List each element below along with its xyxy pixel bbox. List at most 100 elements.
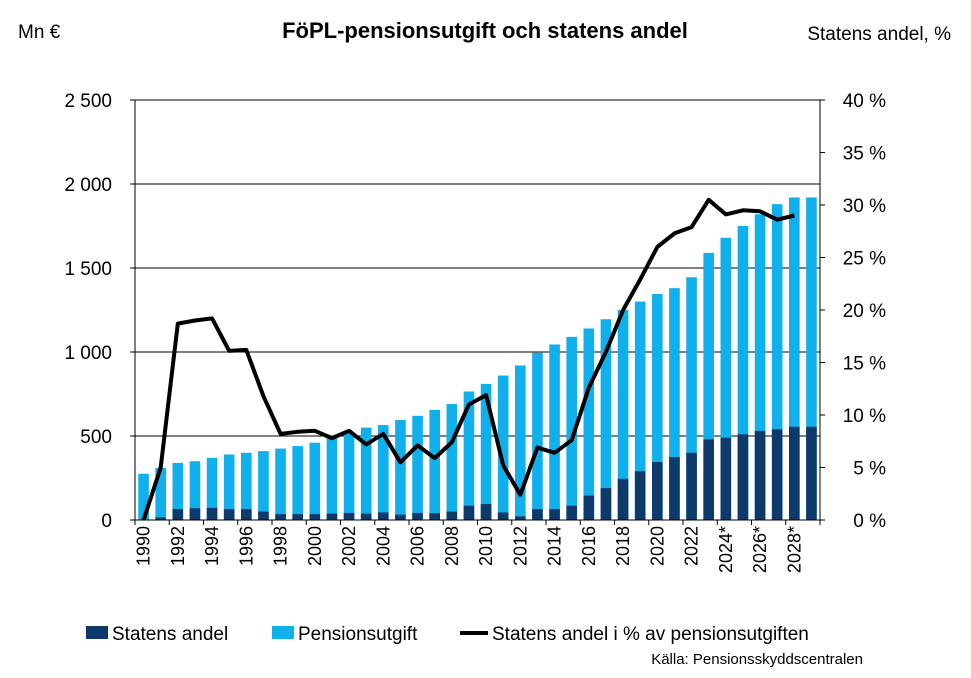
bar-pensionsutgift	[669, 288, 680, 520]
bar-pensionsutgift	[515, 365, 526, 520]
bar-pensionsutgift	[634, 301, 646, 520]
bar-statens-andel	[172, 509, 184, 520]
bar-statens-andel	[634, 471, 646, 520]
x-tick-label: 1990	[134, 526, 154, 566]
bar-pensionsutgift	[566, 336, 577, 520]
left-y-tick-label: 2 000	[64, 175, 112, 196]
x-tick-label: 2024*	[716, 526, 736, 573]
bar-statens-andel	[583, 495, 595, 520]
bar-statens-andel	[806, 426, 817, 520]
bar-pensionsutgift	[172, 462, 184, 520]
bar-statens-andel	[241, 509, 252, 520]
bar-statens-andel	[189, 508, 201, 520]
bar-pensionsutgift	[532, 352, 543, 520]
right-y-tick-label: 25 %	[843, 249, 886, 270]
left-y-tick-label: 2 500	[64, 91, 112, 112]
x-tick-labels: 1990 1992 1994 1996 1998 2000 2002 2004 2006 2008…	[134, 526, 805, 573]
left-y-tick-label: 500	[80, 427, 112, 448]
bar-pensionsutgift	[275, 448, 286, 520]
bar-pensionsutgift	[343, 432, 355, 520]
bar-statens-andel	[258, 511, 269, 520]
share-line	[141, 197, 795, 521]
legend: Statens andel Pensionsutgift Statens and…	[86, 624, 809, 645]
bar-pensionsutgift	[549, 344, 560, 520]
x-tick-label: 2026*	[750, 526, 770, 573]
x-tick-label: 2006	[408, 526, 428, 566]
legend-swatch-statens-andel	[86, 626, 108, 639]
legend-swatch-pensionsutgift	[272, 626, 294, 639]
bar-statens-andel	[600, 488, 612, 520]
bar-pensionsutgift	[223, 454, 235, 520]
bar-pensionsutgift	[292, 446, 303, 520]
bar-pensionsutgift	[754, 214, 766, 521]
x-tick-label: 2022	[682, 526, 702, 566]
x-tick-label: 2016	[579, 526, 599, 566]
legend-label-share-line: Statens andel i % av pensionsutgiften	[492, 624, 809, 645]
bar-statens-andel	[463, 505, 475, 520]
bar-pensionsutgift	[720, 237, 732, 520]
bar-statens-andel	[292, 514, 303, 520]
bar-pensionsutgift	[241, 452, 252, 520]
bar-pensionsutgift	[771, 204, 783, 520]
axes	[130, 99, 825, 525]
x-tick-label: 2010	[476, 526, 496, 566]
bar-statens-andel	[223, 509, 235, 520]
bar-pensionsutgift	[497, 375, 509, 520]
bar-pensionsutgift	[395, 420, 406, 520]
x-tick-label: 2004	[373, 526, 393, 566]
legend-label-statens-andel: Statens andel	[112, 624, 228, 645]
left-y-tick-labels: 0 500 1 000 1 500 2 000 2 500	[64, 91, 112, 532]
bar-pensionsutgift	[617, 310, 629, 520]
right-y-tick-label: 10 %	[843, 406, 886, 427]
bar-pensionsutgift	[463, 391, 475, 520]
share-line-group	[141, 197, 795, 521]
bar-pensionsutgift	[446, 404, 458, 520]
gridlines	[135, 99, 820, 437]
bar-statens-andel	[412, 512, 423, 520]
bar-pensionsutgift	[309, 442, 321, 520]
bar-pensionsutgift	[155, 467, 166, 520]
x-tick-label: 1996	[236, 526, 256, 566]
x-tick-label: 2012	[510, 526, 530, 566]
right-y-tick-label: 0 %	[853, 511, 886, 532]
bar-statens-andel	[720, 437, 732, 520]
bar-statens-andel	[515, 516, 526, 520]
x-tick-label: 2014	[545, 526, 565, 566]
bar-statens-andel	[446, 511, 458, 520]
bar-statens-andel	[378, 512, 389, 520]
x-tick-label: 1998	[271, 526, 291, 566]
x-tick-label: 2000	[305, 526, 325, 566]
x-tick-label: 2002	[339, 526, 359, 566]
bar-pensionsutgift	[326, 437, 338, 520]
bar-statens-andel	[566, 505, 577, 520]
bar-statens-andel	[771, 429, 783, 520]
bar-statens-andel	[754, 430, 766, 520]
bar-pensionsutgift	[737, 226, 749, 520]
x-tick-label: 2028*	[784, 526, 804, 573]
x-tick-label: 2008	[442, 526, 462, 566]
bar-pensionsutgift	[703, 252, 714, 520]
left-axis-unit: Mn €	[18, 22, 61, 43]
bar-statens-andel	[360, 513, 372, 520]
right-y-tick-label: 20 %	[843, 301, 886, 322]
bar-pensionsutgift	[412, 415, 423, 520]
bar-statens-andel	[326, 513, 338, 520]
bar-pensionsutgift	[429, 409, 440, 520]
bar-statens-andel	[275, 514, 286, 520]
right-y-tick-labels: 0 % 5 % 10 % 15 % 20 % 25 % 30 % 35 % 40 %	[843, 91, 886, 532]
x-tick-label: 1992	[168, 526, 188, 566]
bars	[138, 197, 817, 521]
bar-pensionsutgift	[138, 473, 149, 520]
bar-pensionsutgift	[206, 457, 218, 520]
x-tick-label: 2020	[647, 526, 667, 566]
bar-statens-andel	[497, 512, 509, 520]
bar-statens-andel	[480, 504, 492, 520]
right-axis-unit: Statens andel, %	[807, 24, 951, 45]
bar-pensionsutgift	[480, 383, 492, 520]
bar-statens-andel	[309, 514, 321, 520]
x-tick-label: 1994	[202, 526, 222, 566]
bar-pensionsutgift	[600, 319, 612, 520]
right-y-tick-label: 15 %	[843, 354, 886, 375]
bar-pensionsutgift	[686, 277, 697, 520]
right-y-tick-label: 35 %	[843, 144, 886, 165]
